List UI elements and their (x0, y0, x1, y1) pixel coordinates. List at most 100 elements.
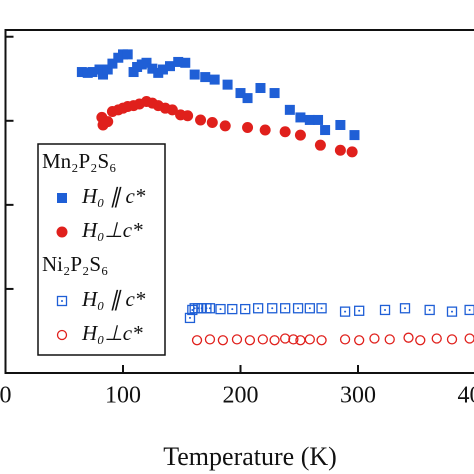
marker-shape (269, 335, 280, 346)
x-tick-label: 300 (340, 383, 376, 409)
marker-shape (231, 334, 243, 345)
marker-shape (189, 69, 200, 80)
marker (184, 312, 196, 324)
marker-shape (107, 58, 118, 69)
marker-dot (468, 308, 471, 311)
marker (259, 124, 271, 136)
marker-shape (354, 305, 365, 316)
marker-shape (334, 144, 346, 156)
marker (316, 335, 327, 346)
marker (335, 119, 346, 130)
marker-dot (358, 309, 361, 312)
marker (204, 334, 216, 345)
marker-dot (244, 308, 247, 311)
marker-shape (339, 334, 351, 345)
marker (424, 304, 435, 316)
marker-dot (188, 316, 191, 319)
marker-shape (206, 116, 218, 128)
marker-shape (219, 120, 231, 132)
marker (284, 104, 295, 115)
marker-shape (313, 114, 324, 125)
marker-shape (252, 303, 264, 314)
marker-shape (122, 49, 133, 60)
marker-shape (295, 112, 306, 123)
marker (354, 305, 365, 316)
marker (204, 303, 216, 314)
x-tick-label: 200 (223, 383, 259, 409)
marker (206, 116, 218, 128)
marker-shape (335, 119, 346, 130)
marker (403, 332, 414, 343)
marker (76, 67, 87, 78)
marker (446, 334, 458, 345)
marker (180, 57, 191, 68)
marker-dot (284, 307, 287, 310)
marker-shape (165, 61, 175, 72)
marker (141, 57, 152, 68)
marker-shape (191, 335, 203, 346)
marker-shape (464, 304, 474, 316)
marker (294, 129, 306, 141)
marker (94, 64, 105, 75)
marker (316, 303, 327, 314)
marker-shape (217, 335, 229, 346)
marker-shape (464, 333, 474, 344)
marker-dot (384, 308, 387, 311)
marker (87, 67, 98, 78)
marker-dot (404, 307, 406, 310)
marker (446, 306, 458, 317)
marker (304, 114, 315, 125)
marker-shape (235, 88, 246, 99)
marker-shape (267, 303, 278, 314)
marker-shape (209, 74, 220, 85)
marker-shape (279, 333, 291, 344)
marker-shape (284, 104, 295, 115)
marker-shape (255, 83, 266, 94)
marker-shape (147, 63, 158, 74)
marker-shape (242, 122, 254, 134)
marker (219, 120, 231, 132)
marker (288, 334, 299, 345)
legend-label: H₀⊥c* (81, 321, 143, 345)
marker-shape (346, 146, 358, 158)
marker-shape (56, 329, 68, 341)
marker (102, 116, 114, 128)
marker-shape (279, 126, 291, 138)
marker-dot (344, 310, 347, 313)
marker (98, 69, 109, 80)
marker-shape (314, 139, 326, 151)
marker (128, 67, 139, 78)
marker (379, 304, 391, 316)
legend-label: H₀⊥c* (81, 218, 143, 242)
marker (182, 110, 194, 122)
legend-group: Ni₂P₂S₆ (42, 252, 108, 276)
marker (255, 83, 266, 94)
marker-shape (184, 312, 196, 324)
marker (279, 333, 291, 344)
marker (227, 303, 238, 315)
marker (269, 335, 280, 346)
marker (346, 146, 358, 158)
marker (235, 88, 246, 99)
marker (189, 69, 200, 80)
marker (295, 112, 306, 123)
marker-shape (102, 64, 113, 75)
marker (349, 130, 360, 141)
marker-shape (415, 335, 426, 346)
marker (267, 303, 278, 314)
marker-shape (399, 303, 411, 314)
marker (56, 226, 68, 238)
marker-shape (257, 334, 268, 345)
marker-shape (424, 304, 435, 316)
marker (252, 303, 264, 314)
marker-shape (94, 64, 105, 75)
marker-shape (431, 333, 442, 344)
marker-shape (87, 67, 98, 78)
marker (222, 79, 233, 90)
marker-shape (403, 332, 414, 343)
marker-shape (157, 64, 168, 75)
marker-shape (242, 93, 253, 104)
marker (122, 49, 133, 60)
marker-shape (279, 303, 291, 314)
x-tick-label: 100 (105, 383, 141, 409)
